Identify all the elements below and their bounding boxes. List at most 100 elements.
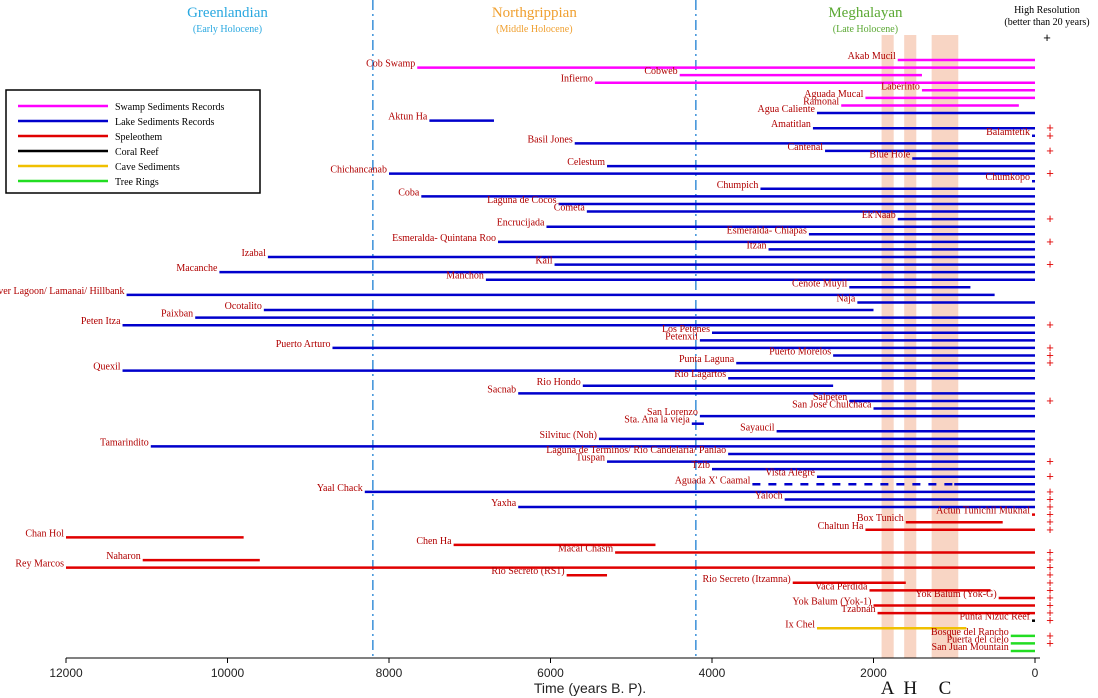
high-res-plus-icon: +	[1046, 355, 1054, 370]
stage-title-2: Meghalayan	[828, 5, 903, 21]
high-resolution-subtitle: (better than 20 years)	[1004, 17, 1089, 28]
record-label-sta-ana-la-vieja: Sta. Ana la vieja	[624, 415, 690, 426]
record-label-silvituc-noh: Silvituc (Noh)	[539, 430, 597, 441]
record-label-manchon: Manchon	[446, 271, 484, 282]
record-label-macal-chasm: Macal Chasm	[558, 544, 613, 555]
high-resolution-title: High Resolution	[1014, 5, 1080, 16]
record-label-punta-nizuc-reef: Punta Nizuc Reef	[959, 612, 1030, 623]
high-res-plus-icon: +	[1046, 545, 1054, 560]
record-label-laguna-de-cocos: Laguna de Cocos	[487, 195, 557, 206]
high-res-plus-icon: +	[1046, 613, 1054, 628]
record-label-rio-secreto-rs1: Rio Secreto (RS1)	[491, 566, 564, 577]
record-label-akab-mucil: Akab Mucil	[848, 51, 896, 62]
legend-label-4: Cave Sediments	[115, 162, 180, 173]
record-label-ramonal: Ramonal	[803, 96, 839, 107]
high-res-plus-icon: +	[1046, 120, 1054, 135]
record-label-kail: Kail	[535, 256, 552, 267]
record-label-san-lorenzo: San Lorenzo	[647, 407, 698, 418]
record-label-aguada-mucal: Aguada Mucal	[804, 89, 863, 100]
record-label-san-juan-mountain: San Juan Mountain	[932, 642, 1009, 653]
record-label-aktun-ha: Aktun Ha	[388, 112, 428, 123]
stage-subtitle-0: (Early Holocene)	[193, 24, 262, 35]
legend-label-1: Lake Sediments Records	[115, 117, 215, 128]
high-res-plus-icon: +	[1046, 552, 1054, 567]
record-label-chen-ha: Chen Ha	[416, 536, 452, 547]
band-c	[931, 35, 959, 658]
high-resolution-header: High Resolution (better than 20 years) +	[1004, 5, 1089, 45]
record-label-naja: Naja	[836, 293, 855, 304]
record-label-san-jose-chulchaca: San Jose Chulchaca	[792, 400, 872, 411]
record-label-sacnab: Sacnab	[487, 384, 516, 395]
record-label-cob-swamp: Cob Swamp	[366, 59, 415, 70]
high-res-plus-icon: +	[1046, 598, 1054, 613]
stage-titles: Greenlandian (Early Holocene) Northgrippia…	[187, 5, 903, 35]
stage-dividers	[372, 0, 697, 658]
record-label-laberinto: Laberinto	[881, 81, 920, 92]
high-res-plus-icon: +	[1046, 469, 1054, 484]
record-label-agua-caliente: Agua Caliente	[757, 104, 815, 115]
record-label-rey-marcos: Rey Marcos	[15, 559, 64, 570]
high-res-plus-icon: +	[1046, 491, 1054, 506]
record-label-salpeten: Salpeten	[813, 392, 847, 403]
record-label-tzib: Tzib	[692, 460, 710, 471]
high-res-plus-icon: +	[1046, 635, 1054, 650]
x-tick-label-10000: 10000	[211, 666, 245, 680]
record-label-esmeralda-quintana-roo: Esmeralda- Quintana Roo	[392, 233, 496, 244]
high-res-plus-icon: +	[1046, 499, 1054, 514]
legend-label-0: Swamp Sediments Records	[115, 102, 225, 113]
x-tick-label-4000: 4000	[699, 666, 726, 680]
high-res-plus-icon: +	[1046, 234, 1054, 249]
high-resolution-markers: ++++++++++++++++++++++++++++++++	[1046, 120, 1054, 650]
record-label-puerta-del-cielo: Puerta del cielo	[947, 634, 1009, 645]
record-label-izabal: Izabal	[241, 248, 266, 259]
record-label-celestum: Celestum	[567, 157, 605, 168]
legend-label-3: Coral Reef	[115, 147, 159, 158]
record-label-chumkopo: Chumkopo	[986, 172, 1030, 183]
record-label-balamtetik: Balamtetik	[986, 127, 1030, 138]
record-label-ek-naab: Ek'Naab	[862, 210, 896, 221]
record-label-bosque-del-rancho: Bosque del Rancho	[931, 627, 1009, 638]
band-label-a: A	[881, 678, 895, 698]
record-label-laguna-de-terminos-rio-candelaria-panlao: Laguna de Terminos/ Rio Candelaria/ Panl…	[546, 445, 726, 456]
high-res-plus-icon: +	[1046, 522, 1054, 537]
record-label-infierno: Infierno	[561, 74, 593, 85]
record-label-los-petenes: Los Petenes	[662, 324, 710, 335]
x-tick-label-6000: 6000	[537, 666, 564, 680]
record-label-box-tunich: Box Tunich	[857, 513, 904, 524]
record-label-vaca-perdida: Vaca Perdida	[815, 581, 868, 592]
high-res-plus-icon: +	[1046, 393, 1054, 408]
stage-subtitle-1: (Middle Holocene)	[496, 24, 572, 35]
high-res-plus-icon: +	[1046, 514, 1054, 529]
record-label-ix-chel: Ix Chel	[785, 619, 815, 630]
x-axis: 12000 10000 8000 6000 4000 2000 0	[49, 657, 1040, 680]
record-label-naharon: Naharon	[106, 551, 140, 562]
x-tick-label-0: 0	[1032, 666, 1039, 680]
high-res-plus-icon: +	[1046, 560, 1054, 575]
record-label-chumpich: Chumpich	[717, 180, 759, 191]
band-label-c: C	[939, 678, 952, 698]
record-label-esmeralda-chiapas: Esmeralda- Chiapas	[727, 225, 807, 236]
high-res-plus-icon: +	[1046, 567, 1054, 582]
high-resolution-plus-icon: +	[1043, 30, 1051, 45]
x-tick-label-2000: 2000	[860, 666, 887, 680]
high-res-plus-icon: +	[1046, 348, 1054, 363]
record-label-yaloch: Yaloch	[755, 490, 783, 501]
high-res-plus-icon: +	[1046, 166, 1054, 181]
high-res-plus-icon: +	[1046, 317, 1054, 332]
high-res-plus-icon: +	[1046, 507, 1054, 522]
record-label-amatitlan: Amatitlan	[771, 119, 811, 130]
record-label-cantenal: Cantenal	[788, 142, 824, 153]
legend-label-5: Tree Rings	[115, 177, 159, 188]
record-label-cometa: Cometa	[554, 203, 586, 214]
high-res-plus-icon: +	[1046, 590, 1054, 605]
record-label-coba: Coba	[398, 187, 420, 198]
high-res-plus-icon: +	[1046, 128, 1054, 143]
high-res-plus-icon: +	[1046, 575, 1054, 590]
record-label-actun-tunichil-muknal: Actun Tunichil Muknal	[936, 506, 1030, 517]
record-label-chaltun-ha: Chaltun Ha	[818, 521, 864, 532]
high-res-plus-icon: +	[1046, 484, 1054, 499]
record-label-paixban: Paixban	[161, 309, 193, 320]
high-res-plus-icon: +	[1046, 628, 1054, 643]
record-label-macanche: Macanche	[176, 263, 218, 274]
